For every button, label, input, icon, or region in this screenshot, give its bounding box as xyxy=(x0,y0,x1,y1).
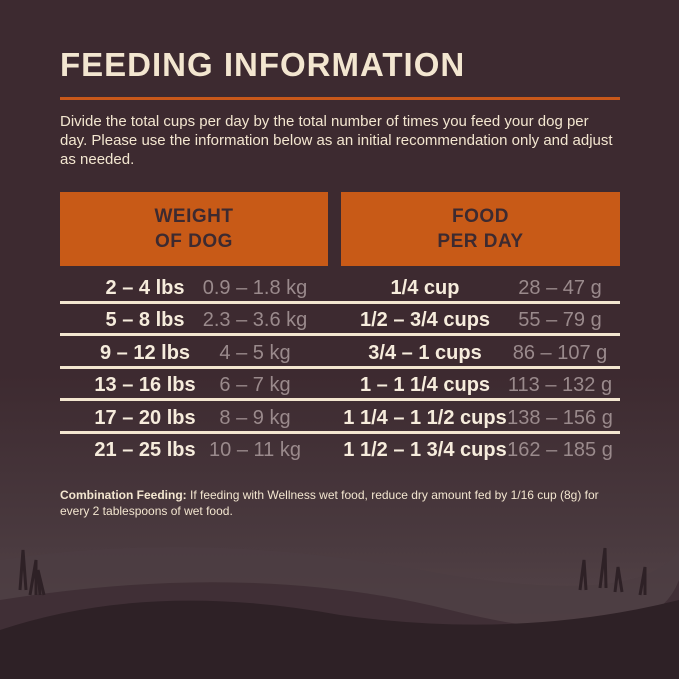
weight-lbs: 13 – 16 lbs xyxy=(94,374,196,397)
row-divider xyxy=(60,365,620,369)
weight-kg: 2.3 – 3.6 kg xyxy=(202,309,308,332)
header-line: OF DOG xyxy=(155,231,233,252)
page-title: FEEDING INFORMATION xyxy=(60,46,466,83)
weight-kg: 6 – 7 kg xyxy=(219,374,291,397)
weight-kg: 4 – 5 kg xyxy=(219,341,291,364)
header-line: WEIGHT xyxy=(154,206,234,227)
intro-text: Divide the total cups per day by the tot… xyxy=(60,113,613,168)
food-cups: 1/2 – 3/4 cups xyxy=(359,309,491,332)
food-cups: 1 1/4 – 1 1/2 cups xyxy=(343,406,507,429)
food-cups: 3/4 – 1 cups xyxy=(368,341,482,364)
weight-lbs: 21 – 25 lbs xyxy=(94,439,196,461)
food-grams: 55 – 79 g xyxy=(518,309,602,332)
row-divider xyxy=(60,430,620,434)
header-food-per-day: FOOD PER DAY xyxy=(341,192,620,266)
weight-kg: 8 – 9 kg xyxy=(219,406,291,429)
row-divider xyxy=(60,301,620,304)
row-divider xyxy=(60,333,620,337)
food-grams: 86 – 107 g xyxy=(512,341,608,364)
table-row: 9 – 12 lbs 4 – 5 kg 3/4 – 1 cups 86 – 107 g xyxy=(60,337,620,369)
combination-feeding-note: Combination Feeding: If feeding with Wel… xyxy=(60,487,620,519)
food-cups: 1 1/2 – 1 3/4 cups xyxy=(343,439,507,461)
food-grams: 28 – 47 g xyxy=(518,277,602,299)
table-row: 13 – 16 lbs 6 – 7 kg 1 – 1 1/4 cups 113 – 1… xyxy=(60,369,620,402)
table-row: 2 – 4 lbs 0.9 – 1.8 kg 1/4 cup 28 – 47 g xyxy=(60,272,620,304)
note-label: Combination Feeding: xyxy=(60,488,187,502)
food-grams: 162 – 185 g xyxy=(507,439,613,461)
grass-hills-illustration xyxy=(0,547,679,679)
table-row: 21 – 25 lbs 10 – 11 kg 1 1/2 – 1 3/4 cups 1… xyxy=(60,434,620,466)
header-line: FOOD xyxy=(452,206,509,227)
header-line: PER DAY xyxy=(437,231,524,252)
row-divider xyxy=(60,398,620,402)
food-grams: 138 – 156 g xyxy=(507,406,613,429)
weight-lbs: 9 – 12 lbs xyxy=(99,341,191,364)
weight-lbs: 17 – 20 lbs xyxy=(94,406,196,429)
food-grams: 113 – 132 g xyxy=(507,374,613,397)
weight-kg: 0.9 – 1.8 kg xyxy=(202,277,308,299)
weight-lbs: 2 – 4 lbs xyxy=(105,277,185,299)
weight-lbs: 5 – 8 lbs xyxy=(105,309,185,332)
header-weight-of-dog: WEIGHT OF DOG xyxy=(60,192,328,266)
weight-kg: 10 – 11 kg xyxy=(209,439,301,461)
food-cups: 1/4 cup xyxy=(390,277,460,299)
table-row: 5 – 8 lbs 2.3 – 3.6 kg 1/2 – 3/4 cups 55 – … xyxy=(60,304,620,337)
table-row: 17 – 20 lbs 8 – 9 kg 1 1/4 – 1 1/2 cups 138… xyxy=(60,402,620,434)
note-text: If feeding with Wellness wet food, reduc… xyxy=(60,488,599,518)
food-cups: 1 – 1 1/4 cups xyxy=(359,374,491,397)
title-divider xyxy=(60,97,620,100)
